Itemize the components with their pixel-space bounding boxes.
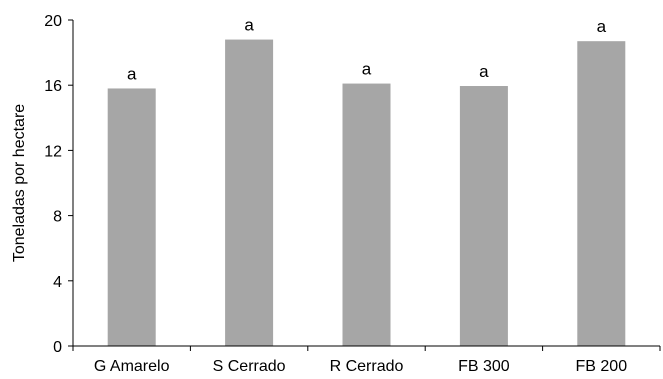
- y-tick-label: 4: [53, 274, 62, 291]
- bar: [107, 88, 156, 347]
- bar: [225, 39, 274, 347]
- bar: [342, 83, 391, 346]
- y-tick-label: 12: [44, 143, 62, 160]
- y-ticks-group: 0 4 8 12 16 20: [44, 13, 73, 356]
- y-tick-label: 20: [44, 13, 62, 30]
- bar-data-label: a: [479, 62, 489, 81]
- x-category-label: FB 200: [576, 358, 628, 375]
- x-ticks-group: G Amarelo S Cerrado R Cerrado FB 300 FB 200: [72, 346, 661, 375]
- data-labels-group: a a a a a: [127, 16, 607, 84]
- bar: [459, 86, 508, 346]
- y-tick-label: 0: [53, 339, 62, 356]
- bar-data-label: a: [127, 64, 137, 83]
- x-category-label: G Amarelo: [94, 358, 170, 375]
- y-tick-label: 8: [53, 209, 62, 226]
- bar-data-label: a: [362, 60, 372, 79]
- bar-data-label: a: [244, 16, 254, 35]
- x-category-label: FB 300: [458, 358, 510, 375]
- bar-data-label: a: [597, 17, 607, 36]
- bar: [577, 41, 626, 346]
- y-axis-title: Toneladas por hectare: [11, 104, 28, 262]
- x-category-label: S Cerrado: [213, 358, 286, 375]
- y-tick-label: 16: [44, 78, 62, 95]
- bars-group: [107, 39, 626, 347]
- x-category-label: R Cerrado: [330, 358, 404, 375]
